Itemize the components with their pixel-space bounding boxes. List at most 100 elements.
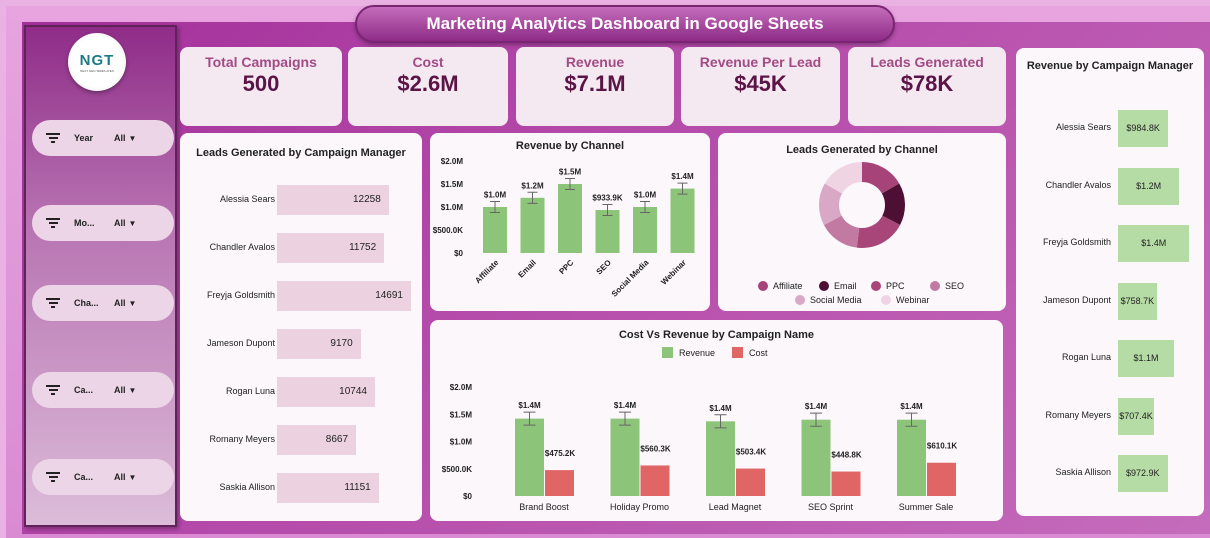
filter-label: Cha... bbox=[74, 298, 99, 308]
legend-swatch bbox=[881, 295, 891, 305]
bar: 11752 bbox=[277, 233, 385, 263]
bar-value-label: $758.7K bbox=[1120, 295, 1155, 306]
revenue-by-channel-chart: $0 $500.0K $1.0M $1.5M $2.0M $1.0M Affiliate $1… bbox=[433, 157, 695, 299]
bar-category-label: Rogan Luna bbox=[225, 386, 275, 396]
bar bbox=[670, 188, 695, 253]
x-tick-label: Summer Sale bbox=[899, 502, 954, 512]
filter-1[interactable]: Mo... All ▼ bbox=[32, 205, 174, 241]
bar bbox=[927, 462, 956, 496]
bar-value-label: $984.8K bbox=[1126, 123, 1160, 133]
filter-sidebar: NGT NEXT GEN TEMPLATES Year All ▼ Mo... All ▼… bbox=[24, 25, 177, 527]
dropdown-caret-icon: ▼ bbox=[128, 385, 137, 395]
y-tick-label: $500.0K bbox=[433, 226, 463, 235]
data-label: $560.3K bbox=[640, 444, 670, 453]
bar: $758.7K bbox=[1118, 282, 1157, 320]
error-bar bbox=[523, 411, 536, 426]
bar-category-label: Jameson Dupont bbox=[206, 338, 275, 348]
bar-value-label: $707.4K bbox=[1119, 410, 1153, 421]
cost-vs-revenue-chart: $0 $500.0K $1.0M $1.5M $2.0M Revenue Cost $1.4M… bbox=[442, 347, 957, 512]
filter-value-dropdown[interactable]: All bbox=[114, 133, 126, 143]
filter-value-dropdown[interactable]: All bbox=[114, 472, 126, 482]
legend-swatch bbox=[662, 347, 673, 358]
bar-category-label: Romany Meyers bbox=[1045, 409, 1111, 420]
kpi-value: $78K bbox=[900, 71, 954, 96]
filter-icon bbox=[46, 133, 60, 143]
filter-3[interactable]: Ca... All ▼ bbox=[32, 372, 174, 408]
kpi-label: Cost bbox=[412, 54, 444, 70]
x-tick-label: Email bbox=[516, 258, 537, 279]
bar bbox=[483, 207, 507, 253]
y-tick-label: $500.0K bbox=[442, 465, 472, 474]
bar bbox=[520, 197, 545, 253]
y-tick-label: $0 bbox=[454, 249, 463, 258]
bar-value-label: 12258 bbox=[352, 194, 381, 205]
bar: 10744 bbox=[277, 377, 375, 407]
kpi-card: Total Campaigns 500 bbox=[180, 47, 342, 126]
revenue-by-manager-card: Revenue by Campaign Manager Alessia Sear… bbox=[1016, 48, 1204, 516]
data-label: $1.0M bbox=[484, 190, 507, 199]
revenue-by-channel-card: Revenue by Channel $0 $500.0K $1.0M $1.5M $2… bbox=[430, 133, 710, 311]
legend-swatch bbox=[758, 281, 768, 291]
bar: 14691 bbox=[277, 281, 411, 311]
error-bar bbox=[810, 412, 822, 427]
bar: 11151 bbox=[277, 473, 379, 503]
filter-0[interactable]: Year All ▼ bbox=[32, 120, 174, 156]
dropdown-caret-icon: ▼ bbox=[128, 472, 137, 482]
dashboard-title: Marketing Analytics Dashboard in Google … bbox=[355, 5, 895, 43]
error-bar bbox=[677, 182, 688, 195]
kpi-value: 500 bbox=[242, 71, 280, 96]
bar-category-label: Freyja Goldsmith bbox=[1042, 237, 1111, 247]
bar bbox=[595, 210, 620, 253]
bar-value-label: $1.2M bbox=[1136, 180, 1162, 191]
bar bbox=[545, 470, 574, 496]
filter-label: Year bbox=[74, 133, 94, 143]
filter-2[interactable]: Cha... All ▼ bbox=[32, 285, 174, 321]
bar: $707.4K bbox=[1118, 397, 1155, 435]
legend-label: Webinar bbox=[896, 295, 929, 305]
bar-category-label: Rogan Luna bbox=[1061, 352, 1111, 362]
chart-title: Leads Generated by Channel bbox=[786, 144, 938, 156]
dropdown-caret-icon: ▼ bbox=[128, 298, 137, 308]
bar-category-label: Saskia Allison bbox=[1055, 467, 1111, 477]
x-tick-label: PPC bbox=[557, 258, 575, 276]
data-label: $1.4M bbox=[805, 402, 828, 411]
legend-swatch bbox=[871, 281, 881, 291]
data-label: $475.2K bbox=[545, 449, 575, 458]
y-tick-label: $1.0M bbox=[450, 438, 473, 447]
bar-value-label: 8667 bbox=[325, 434, 349, 445]
y-tick-label: $1.0M bbox=[441, 203, 464, 212]
bar-category-label: Chandler Avalos bbox=[209, 242, 275, 252]
bar-category-label: Jameson Dupont bbox=[1042, 294, 1111, 305]
dropdown-caret-icon: ▼ bbox=[128, 218, 137, 228]
error-bar bbox=[619, 411, 631, 426]
y-tick-label: $1.5M bbox=[441, 180, 464, 189]
kpi-card: Leads Generated $78K bbox=[848, 47, 1006, 126]
kpi-value: $45K bbox=[734, 71, 787, 96]
chart-title: Revenue by Campaign Manager bbox=[1026, 60, 1194, 72]
error-bar bbox=[527, 191, 538, 204]
data-label: $1.4M bbox=[900, 402, 923, 411]
x-tick-label: SEO bbox=[595, 258, 613, 276]
x-tick-label: Lead Magnet bbox=[709, 502, 762, 512]
filter-value-dropdown[interactable]: All bbox=[114, 298, 126, 308]
bar: $1.4M bbox=[1118, 225, 1190, 262]
x-tick-label: Brand Boost bbox=[519, 502, 569, 512]
kpi-card: Cost $2.6M bbox=[348, 47, 508, 126]
data-label: $1.4M bbox=[614, 401, 637, 410]
filter-4[interactable]: Ca... All ▼ bbox=[32, 459, 174, 495]
filter-label: Ca... bbox=[74, 472, 94, 482]
legend-label: Email bbox=[834, 281, 857, 291]
legend-swatch bbox=[795, 295, 805, 305]
donut-slice bbox=[856, 215, 901, 248]
kpi-label: Leads Generated bbox=[870, 54, 984, 70]
bar-value-label: 9170 bbox=[330, 338, 353, 349]
filter-value-dropdown[interactable]: All bbox=[114, 385, 126, 395]
data-label: $1.4M bbox=[518, 401, 541, 410]
legend-label: SEO bbox=[945, 281, 964, 291]
filter-value-dropdown[interactable]: All bbox=[114, 218, 126, 228]
chart-title: Cost Vs Revenue by Campaign Name bbox=[618, 329, 814, 341]
bar-category-label: Alessia Sears bbox=[1055, 122, 1111, 132]
bar-value-label: 10744 bbox=[339, 386, 367, 397]
bar-value-label: $1.1M bbox=[1133, 353, 1159, 363]
bar bbox=[736, 468, 765, 496]
